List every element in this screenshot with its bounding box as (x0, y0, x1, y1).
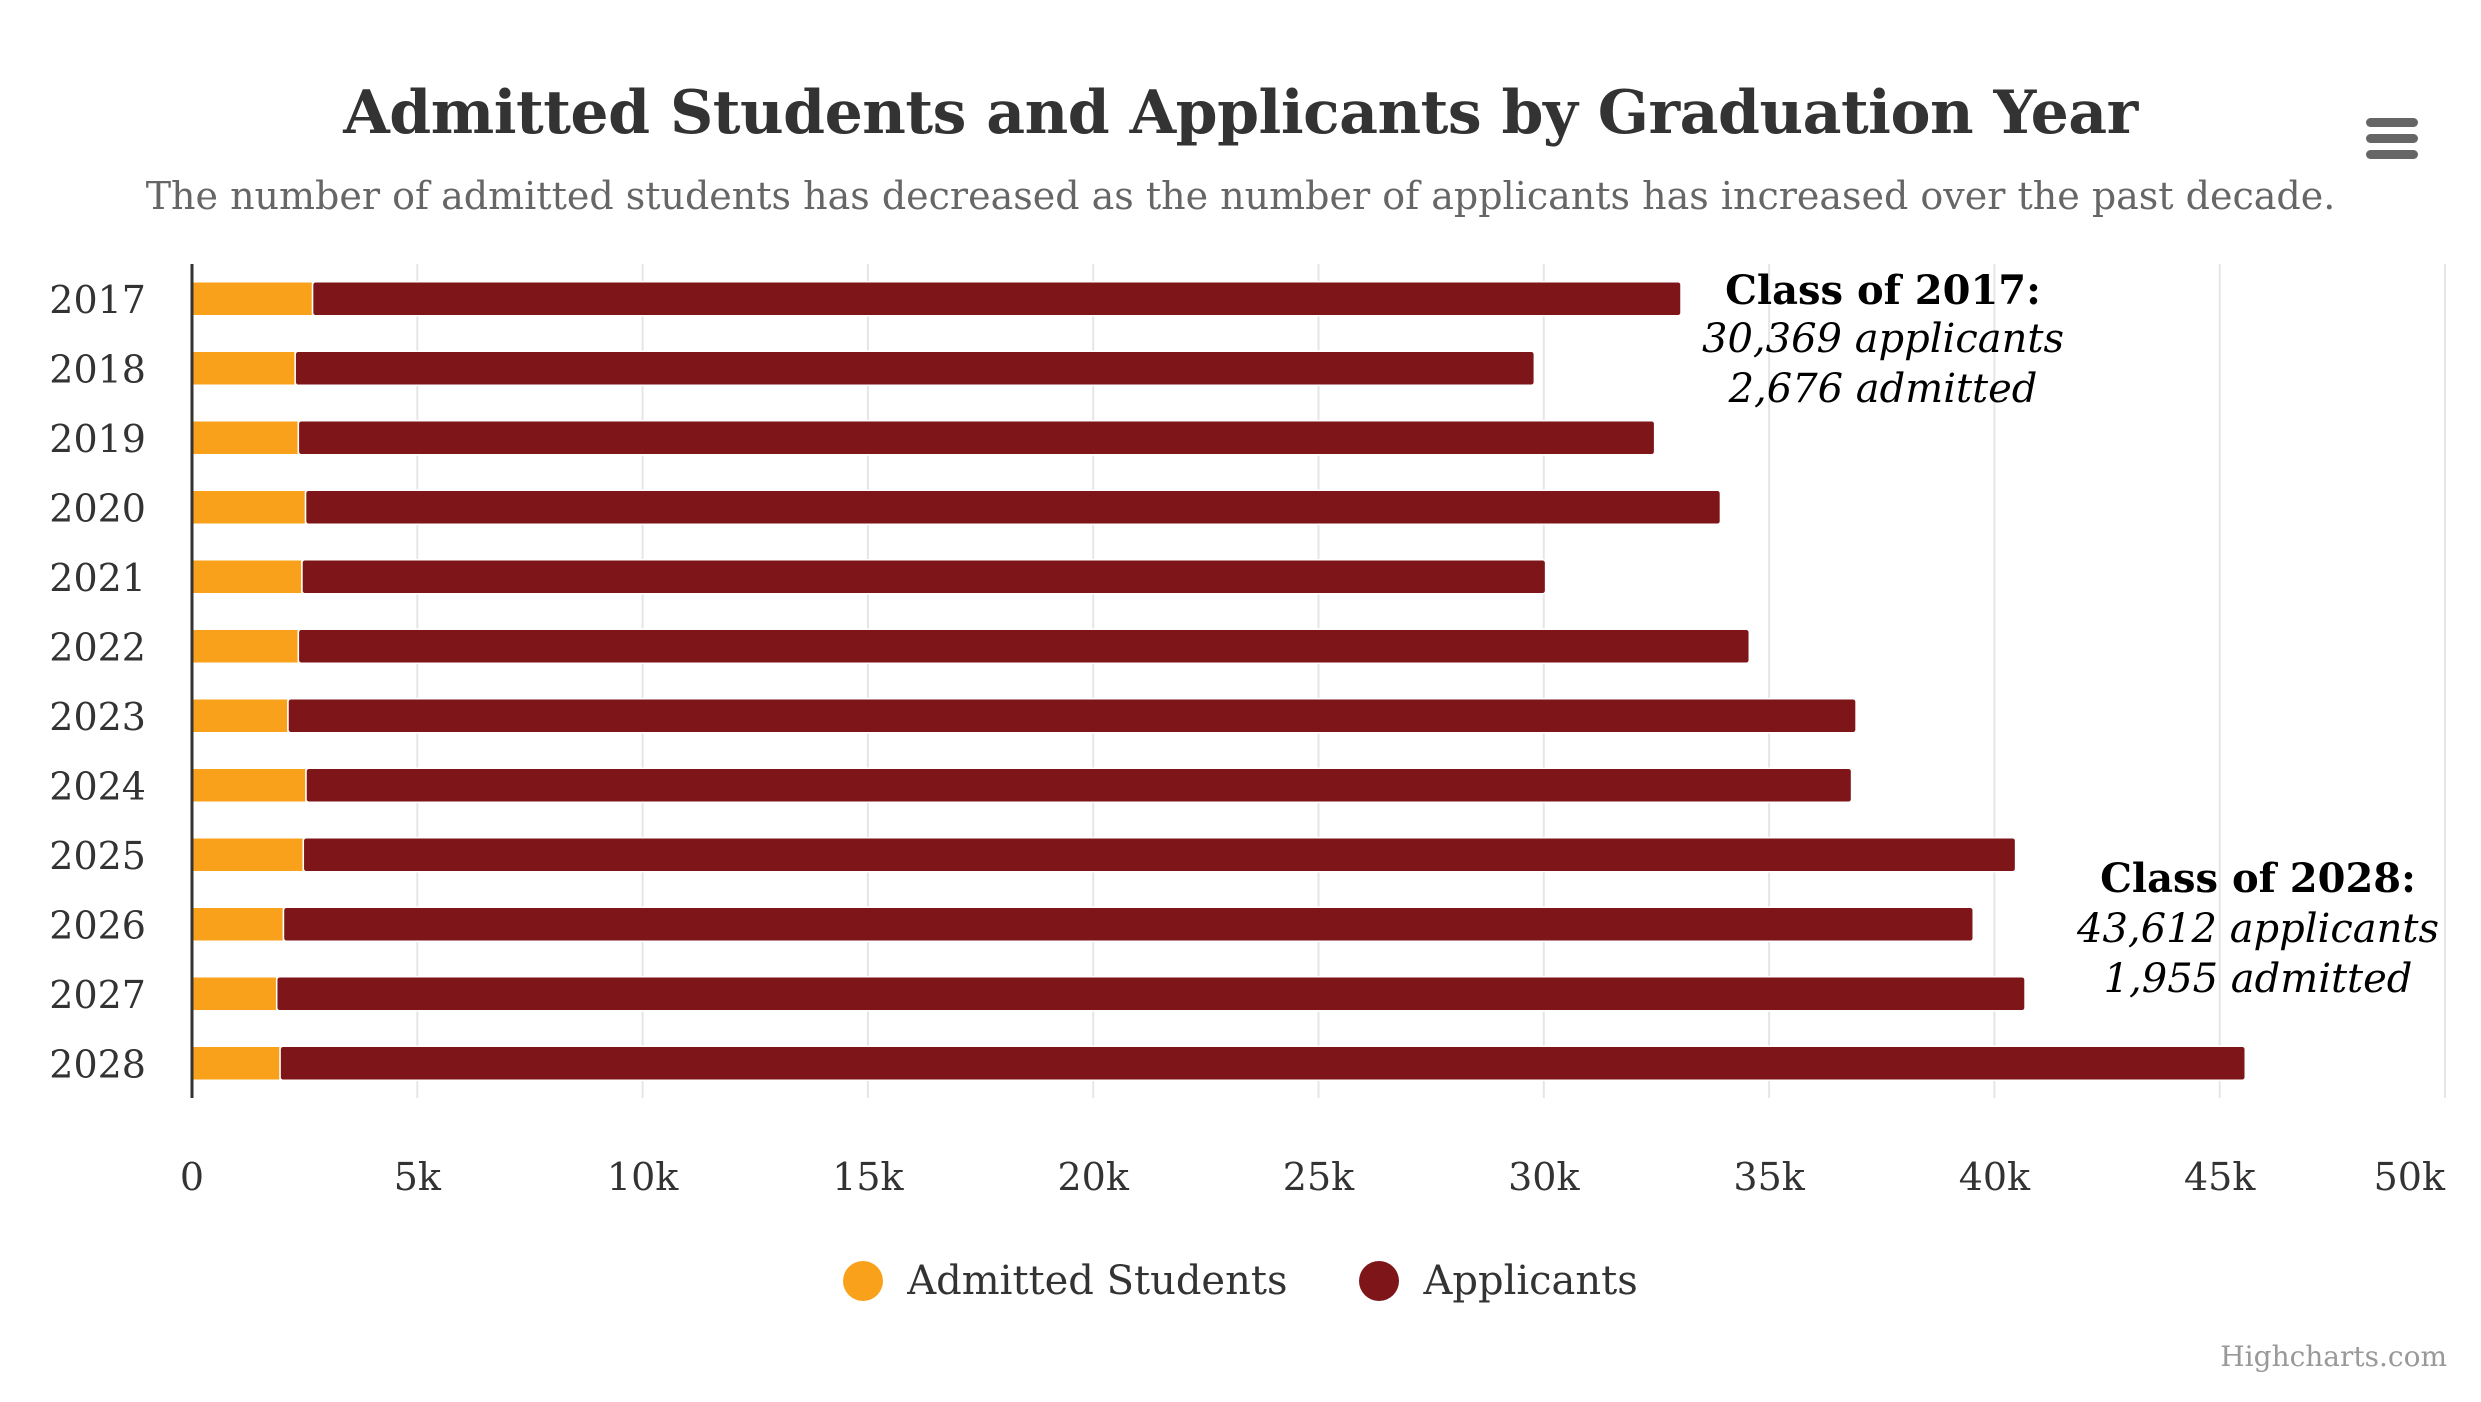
menu-line (2366, 134, 2418, 143)
menu-line (2366, 118, 2418, 127)
annotation-heading: Class of 2028: (2100, 855, 2416, 902)
y-tick-label: 2023 (49, 695, 146, 739)
x-tick-label: 25k (1283, 1155, 1355, 1199)
x-tick-label: 40k (1959, 1155, 2031, 1199)
annotation-admitted: 2,676 admitted (1728, 366, 2038, 412)
bar-admitted-2028[interactable] (191, 1045, 281, 1081)
bar-admitted-2026[interactable] (191, 906, 285, 942)
bar-admitted-2017[interactable] (191, 281, 314, 317)
bar-admitted-2023[interactable] (191, 698, 289, 734)
x-tick-label: 15k (832, 1155, 904, 1199)
x-tick-label: 5k (394, 1155, 442, 1199)
y-tick-label: 2022 (49, 625, 146, 669)
x-tick-label: 0 (180, 1155, 204, 1199)
bar-admitted-2021[interactable] (191, 559, 303, 595)
bar-applicants-2019[interactable] (297, 420, 1656, 456)
annotation-admitted: 1,955 admitted (2104, 956, 2413, 1002)
bar-applicants-2026[interactable] (282, 906, 1974, 942)
bar-applicants-2028[interactable] (279, 1045, 2246, 1081)
bar-applicants-2020[interactable] (304, 489, 1722, 525)
y-tick-label: 2024 (49, 764, 146, 808)
y-tick-label: 2020 (49, 486, 146, 530)
axes: 0 5k 10k 15k 20k 25k 30k 35k 40k 45k 50k 2017 2018 20… (49, 264, 2446, 1199)
bar-admitted-2024[interactable] (191, 767, 307, 803)
y-tick-label: 2021 (49, 556, 146, 600)
legend-dot-applicants (1359, 1261, 1400, 1301)
bar-applicants-2024[interactable] (305, 767, 1853, 803)
bar-admitted-2025[interactable] (191, 837, 305, 873)
bar-admitted-2022[interactable] (191, 628, 300, 664)
annotation-applicants: 30,369 applicants (1702, 316, 2064, 362)
y-tick-label: 2017 (49, 278, 146, 322)
bar-admitted-2019[interactable] (191, 420, 300, 456)
legend-label-admitted: Admitted Students (907, 1258, 1288, 1304)
x-tick-label: 10k (607, 1155, 679, 1199)
annotation-heading: Class of 2017: (1725, 267, 2041, 314)
legend-item-applicants[interactable]: Applicants (1359, 1258, 1638, 1304)
chart-title: Admitted Students and Applicants by Grad… (343, 78, 2138, 148)
annotation-applicants: 43,612 applicants (2076, 906, 2439, 952)
credit-link[interactable]: Highcharts.com (2220, 1340, 2447, 1373)
y-tick-label: 2018 (49, 347, 146, 391)
bar-admitted-2018[interactable] (191, 350, 296, 386)
x-tick-label: 20k (1058, 1155, 1130, 1199)
legend-item-admitted[interactable]: Admitted Students (843, 1258, 1287, 1304)
hamburger-menu-icon[interactable] (2362, 112, 2422, 164)
x-tick-label: 30k (1508, 1155, 1580, 1199)
y-tick-label: 2025 (49, 834, 146, 878)
legend-label-applicants: Applicants (1423, 1258, 1638, 1304)
chart-subtitle: The number of admitted students has decr… (145, 174, 2336, 218)
bar-applicants-2025[interactable] (302, 837, 2017, 873)
x-tick-label: 35k (1733, 1155, 1805, 1199)
bar-admitted-2027[interactable] (191, 976, 278, 1012)
y-tick-label: 2026 (49, 903, 146, 947)
bar-applicants-2027[interactable] (275, 976, 2026, 1012)
x-tick-label: 50k (2374, 1155, 2446, 1199)
legend-dot-admitted (843, 1261, 884, 1301)
grid-lines (416, 264, 2446, 1098)
bar-admitted-2020[interactable] (191, 489, 307, 525)
bar-applicants-2022[interactable] (297, 628, 1751, 664)
bars (191, 281, 2246, 1081)
bar-applicants-2017[interactable] (311, 281, 1682, 317)
y-tick-label: 2028 (49, 1042, 146, 1086)
bar-applicants-2023[interactable] (287, 698, 1857, 734)
menu-line (2366, 150, 2418, 159)
bar-applicants-2021[interactable] (301, 559, 1547, 595)
x-tick-label: 45k (2184, 1155, 2256, 1199)
bar-applicants-2018[interactable] (294, 350, 1536, 386)
legend: Admitted Students Applicants (0, 1258, 2481, 1304)
y-tick-label: 2027 (49, 973, 146, 1017)
y-tick-label: 2019 (49, 417, 146, 461)
